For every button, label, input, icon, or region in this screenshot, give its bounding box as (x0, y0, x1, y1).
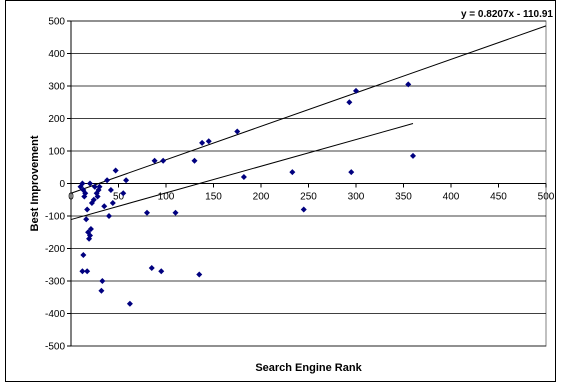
data-point (98, 287, 105, 294)
data-point (83, 216, 90, 223)
y-tick-label: 400 (48, 49, 65, 60)
y-tick-label: -300 (45, 277, 65, 288)
x-axis-title: Search Engine Rank (255, 362, 362, 374)
y-tick-label: 100 (48, 147, 65, 158)
data-point (87, 180, 93, 187)
data-point (94, 193, 101, 200)
data-point (348, 169, 355, 176)
y-tick-label: -500 (45, 342, 65, 353)
data-point (84, 206, 91, 213)
x-tick-label: 150 (205, 192, 222, 203)
data-point (346, 99, 353, 106)
y-axis-title: Best Improvement (29, 135, 41, 231)
data-point (196, 271, 203, 278)
data-point (80, 252, 87, 258)
data-point (82, 190, 89, 197)
data-point (84, 268, 91, 275)
data-point (104, 177, 111, 184)
data-point (112, 167, 119, 174)
data-point (240, 174, 247, 180)
data-point (199, 139, 206, 146)
data-point (405, 81, 412, 88)
chart-frame: 500 400 300 200 100 0 -100 -200 -300 -400 -500 0 50 1… (5, 0, 556, 382)
data-point (96, 183, 103, 190)
y-tick-label: -200 (45, 244, 65, 255)
data-point (353, 87, 359, 94)
data-point (148, 265, 155, 271)
x-tick-label: 100 (158, 192, 175, 203)
x-tick-label: 50 (113, 192, 125, 203)
data-point (410, 152, 416, 159)
y-tick-label: 0 (59, 179, 65, 190)
x-tick-label: 200 (253, 192, 270, 203)
data-point (109, 200, 116, 206)
data-point (87, 226, 94, 232)
y-tick-label: 300 (48, 82, 65, 93)
trendline-equation: y = 0.8207x - 110.91 (461, 9, 553, 20)
data-point (160, 157, 167, 164)
x-tick-label: 350 (395, 192, 412, 203)
data-point (123, 177, 130, 184)
data-point (205, 138, 212, 145)
x-tick-label: 300 (348, 192, 365, 203)
y-tick-label: -400 (45, 309, 65, 320)
data-point (107, 187, 114, 193)
x-tick-label: 500 (538, 192, 555, 203)
data-point (90, 196, 97, 203)
data-point (101, 203, 108, 210)
x-tick-label: 450 (490, 192, 507, 203)
data-point (99, 278, 106, 284)
data-point (151, 157, 158, 164)
data-point (289, 169, 296, 176)
data-point (126, 300, 133, 307)
data-point (158, 268, 165, 275)
y-tick-label: -100 (45, 212, 65, 223)
x-tick-label: 400 (443, 192, 460, 203)
data-point (172, 209, 179, 216)
data-point (91, 183, 98, 190)
trendline (70, 123, 414, 221)
data-point (79, 180, 86, 187)
data-point (106, 213, 112, 219)
data-point (191, 157, 198, 164)
data-point (87, 232, 93, 239)
data-point (120, 190, 127, 197)
data-point (144, 209, 150, 216)
x-tick-label: 250 (300, 192, 317, 203)
trendline (70, 25, 547, 194)
y-tick-label: 200 (48, 114, 65, 125)
data-point (79, 268, 86, 275)
data-point (300, 206, 307, 213)
x-tick-label: 0 (68, 192, 74, 203)
data-point (234, 128, 241, 135)
y-tick-label: 500 (48, 17, 65, 28)
